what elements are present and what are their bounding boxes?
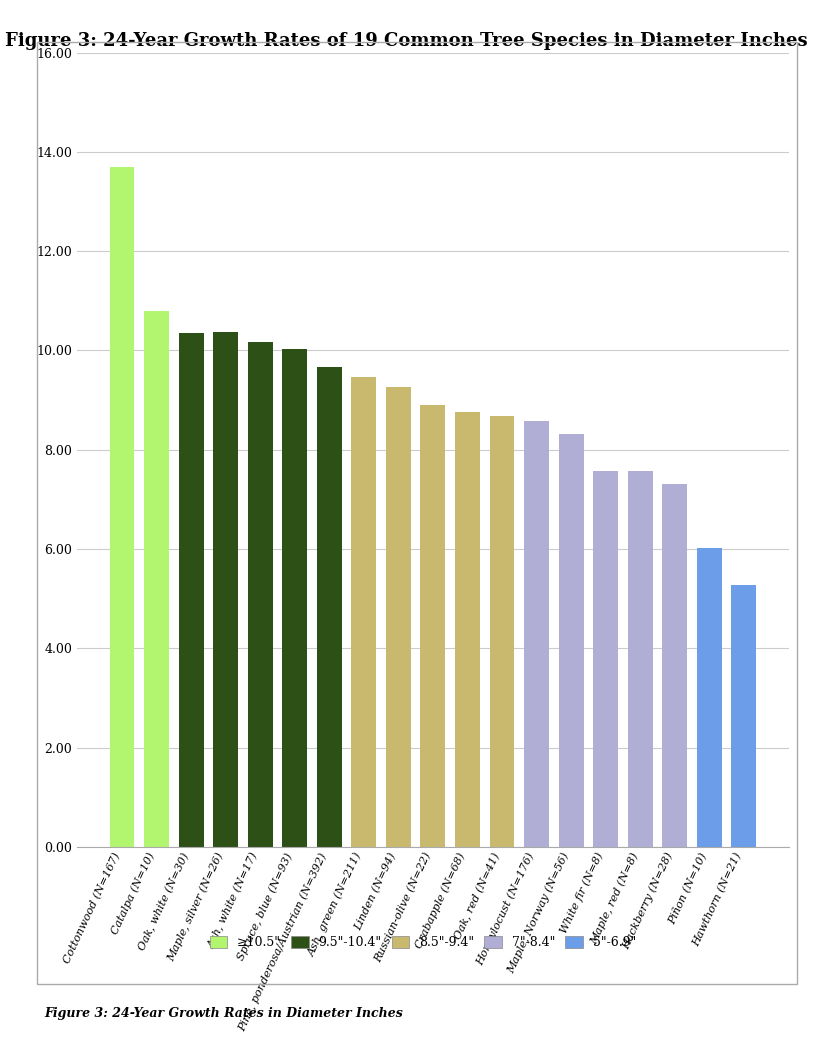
Bar — [179, 333, 203, 847]
Bar — [455, 412, 480, 847]
Legend: ≥10.5", 9.5"-10.4", 8.5"-9.4", 7"-8.4", 5"-6.9": ≥10.5", 9.5"-10.4", 8.5"-9.4", 7"-8.4", … — [206, 932, 640, 953]
Bar — [524, 422, 549, 847]
Bar — [386, 387, 411, 847]
Bar — [593, 471, 618, 847]
Bar — [317, 367, 341, 847]
Bar — [144, 310, 169, 847]
Bar — [213, 332, 238, 847]
Text: Figure 3: 24-Year Growth Rates in Diameter Inches: Figure 3: 24-Year Growth Rates in Diamet… — [45, 1008, 403, 1020]
Bar — [732, 585, 756, 847]
Text: Figure 3: 24-Year Growth Rates of 19 Common Tree Species in Diameter Inches: Figure 3: 24-Year Growth Rates of 19 Com… — [5, 32, 808, 49]
Bar — [663, 484, 687, 847]
Bar — [248, 342, 272, 847]
Bar — [351, 377, 376, 847]
Bar — [559, 433, 584, 847]
Bar — [697, 548, 722, 847]
Bar — [628, 471, 653, 847]
Bar — [282, 349, 307, 847]
Bar — [420, 405, 446, 847]
Bar — [110, 167, 134, 847]
Bar — [489, 416, 515, 847]
